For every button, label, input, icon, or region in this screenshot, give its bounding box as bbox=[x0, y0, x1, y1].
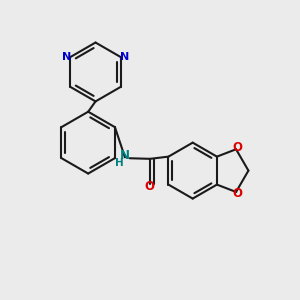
Text: H: H bbox=[115, 158, 124, 168]
Text: O: O bbox=[144, 180, 154, 193]
Text: N: N bbox=[120, 52, 129, 62]
Text: O: O bbox=[232, 187, 242, 200]
Text: N: N bbox=[62, 52, 71, 62]
Text: N: N bbox=[120, 149, 130, 162]
Text: O: O bbox=[232, 141, 242, 154]
